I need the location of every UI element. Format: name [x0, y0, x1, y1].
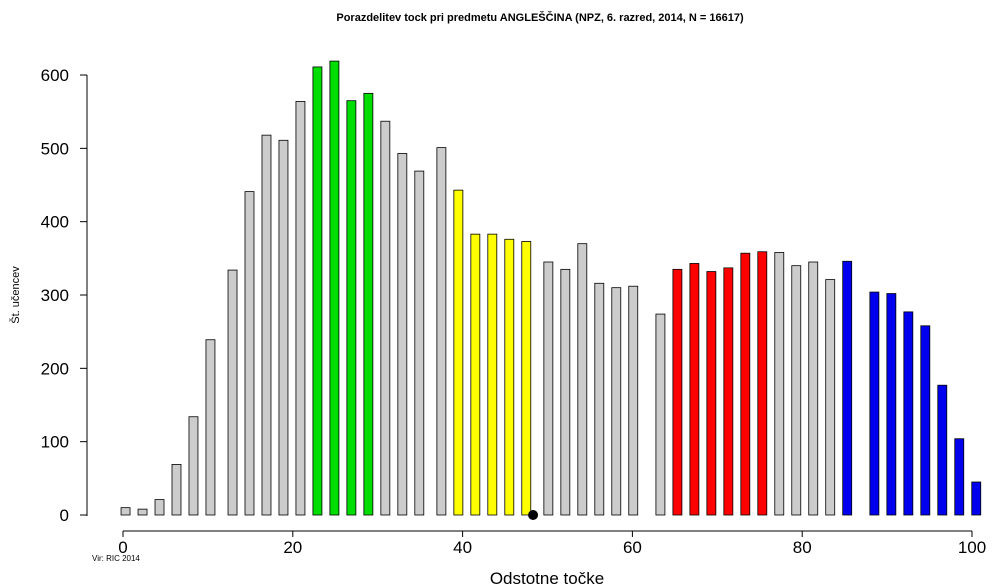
bar: [628, 285, 639, 516]
bar: [937, 384, 948, 516]
bar: [278, 139, 289, 516]
x-axis: 0 20 40 60 80 100: [118, 530, 986, 557]
bar: [436, 147, 447, 516]
bars: [120, 60, 982, 516]
bar: [886, 293, 897, 516]
bar: [903, 311, 914, 516]
bar: [791, 265, 802, 516]
bar: [329, 60, 340, 516]
bar: [414, 170, 425, 516]
bar: [825, 279, 836, 516]
bar: [227, 269, 238, 516]
y-tick-label: 0: [60, 506, 69, 525]
bar: [487, 233, 498, 516]
bar: [453, 189, 464, 516]
bar: [757, 251, 768, 516]
bar: [611, 287, 622, 516]
bar: [244, 191, 255, 516]
bar: [346, 100, 357, 516]
bar: [312, 66, 323, 516]
x-axis-label: Odstotne točke: [490, 569, 604, 588]
bar: [470, 233, 481, 516]
mean-marker-group: [528, 510, 539, 520]
bar: [137, 508, 148, 516]
x-tick-label: 20: [283, 538, 302, 557]
x-tick-label: 80: [793, 538, 812, 557]
bar: [723, 267, 734, 516]
bar: [154, 499, 165, 516]
y-axis: 0 100 200 300 400 500 600: [41, 66, 88, 525]
bar: [543, 261, 554, 516]
y-tick-label: 600: [41, 66, 69, 85]
bar: [577, 243, 588, 516]
x-tick-label: 60: [623, 538, 642, 557]
x-tick-label: 40: [453, 538, 472, 557]
bar: [706, 271, 717, 516]
bar: [504, 238, 515, 516]
bar: [363, 92, 374, 516]
y-tick-label: 500: [41, 139, 69, 158]
bar: [689, 263, 700, 516]
bar: [560, 268, 571, 516]
bar: [971, 481, 982, 516]
bar: [920, 325, 931, 516]
bar: [842, 260, 853, 516]
bar: [672, 268, 683, 516]
y-tick-label: 200: [41, 359, 69, 378]
bar: [954, 438, 965, 516]
bar: [655, 313, 666, 516]
bar: [808, 261, 819, 516]
bar: [188, 416, 199, 516]
bar: [869, 291, 880, 516]
bar: [521, 241, 532, 516]
mean-marker: [528, 510, 539, 520]
bar: [205, 339, 216, 516]
bar: [397, 153, 408, 516]
y-tick-label: 100: [41, 433, 69, 452]
y-tick-label: 400: [41, 213, 69, 232]
bar: [774, 252, 785, 516]
bar: [740, 252, 751, 516]
bar: [261, 134, 272, 516]
bar: [380, 120, 391, 516]
x-tick-label: 100: [958, 538, 986, 557]
source-note: Vir: RIC 2014: [92, 554, 140, 563]
x-tick-label: 0: [118, 538, 127, 557]
bar: [295, 101, 306, 516]
bar: [594, 282, 605, 516]
bar: [120, 507, 131, 516]
bar: [171, 463, 182, 516]
y-axis-label: Št. učencev: [9, 266, 22, 324]
chart-title: Porazdelitev tock pri predmetu ANGLEŠČIN…: [336, 11, 744, 24]
y-tick-label: 300: [41, 286, 69, 305]
